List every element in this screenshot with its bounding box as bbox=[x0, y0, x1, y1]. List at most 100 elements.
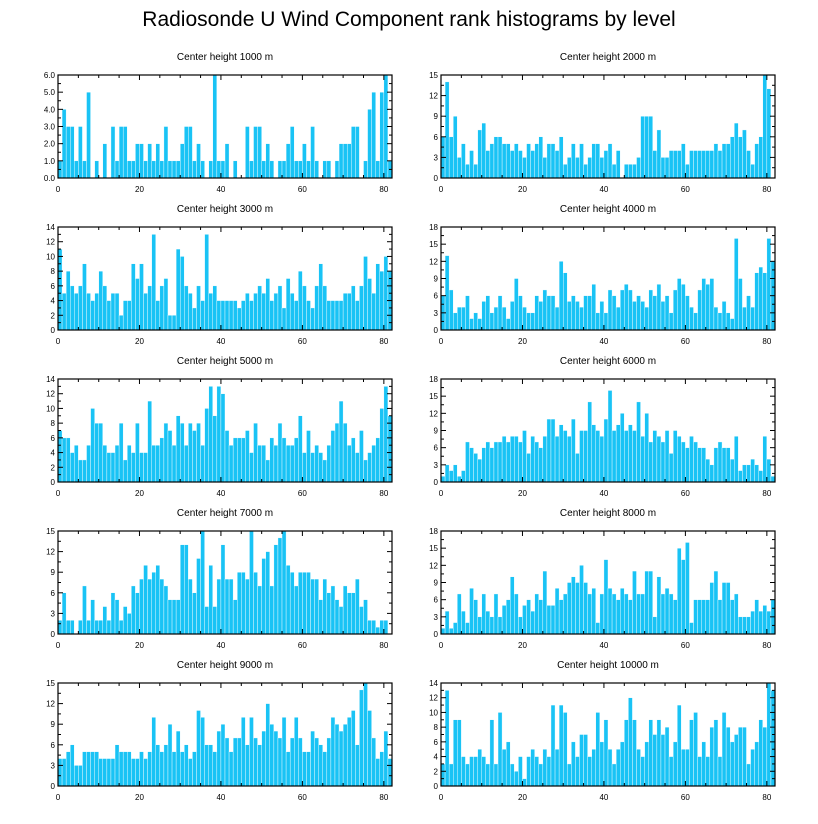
x-tick-label-p3: 40 bbox=[599, 337, 608, 346]
bar-p7-5 bbox=[461, 610, 466, 635]
bar-p1-51 bbox=[648, 115, 653, 179]
bar-p1-69 bbox=[721, 143, 727, 179]
x-tick-label-p3: 0 bbox=[439, 337, 444, 346]
bar-p2-74 bbox=[359, 285, 364, 331]
y-tick-label-p7: 12 bbox=[429, 561, 438, 570]
bar-p8-12 bbox=[106, 758, 112, 787]
bar-p6-58 bbox=[294, 585, 299, 635]
x-tick-label-p7: 0 bbox=[439, 641, 444, 650]
y-tick-label-p0: 4.0 bbox=[44, 105, 56, 114]
bar-p5-65 bbox=[705, 458, 711, 483]
bar-p6-3 bbox=[70, 620, 75, 635]
chart-panel-5000m: Center height 5000 m 0 20 40 60 80 0 2 4 6 8 10 12… bbox=[46, 356, 393, 498]
bar-p1-54 bbox=[660, 157, 666, 179]
x-tick-labels-6000m: 0 20 40 60 80 bbox=[439, 489, 772, 498]
bar-p9-6 bbox=[465, 763, 470, 787]
bar-p1-2 bbox=[448, 136, 454, 179]
bar-p8-81 bbox=[387, 758, 393, 787]
y-tick-label-p4: 6 bbox=[51, 434, 56, 443]
x-tick-label-p1: 20 bbox=[518, 185, 527, 194]
bar-p5-27 bbox=[550, 418, 556, 483]
bar-p9-22 bbox=[530, 749, 535, 787]
bar-p8-37 bbox=[208, 744, 213, 787]
bar-p8-75 bbox=[363, 682, 368, 787]
bar-p1-13 bbox=[493, 136, 499, 179]
bar-p1-28 bbox=[554, 150, 560, 179]
x-tick-label-p3: 80 bbox=[762, 337, 771, 346]
bar-p8-65 bbox=[322, 751, 328, 787]
bar-p8-33 bbox=[192, 751, 197, 787]
bar-p1-24 bbox=[538, 136, 544, 179]
bar-p5-7 bbox=[469, 447, 474, 483]
y-tick-label-p2: 8 bbox=[51, 267, 56, 276]
bar-p4-59 bbox=[298, 415, 303, 483]
bar-p8-30 bbox=[179, 751, 185, 787]
bar-p8-22 bbox=[147, 751, 152, 787]
bar-p2-57 bbox=[289, 293, 295, 331]
bar-p9-30 bbox=[563, 712, 568, 787]
bar-p8-29 bbox=[175, 730, 181, 787]
bar-p7-10 bbox=[481, 593, 487, 635]
bar-p4-70 bbox=[342, 422, 348, 483]
bar-p2-23 bbox=[151, 234, 156, 331]
y-tick-labels-8000m: 0 3 6 9 12 15 18 bbox=[429, 527, 438, 639]
bar-p4-5 bbox=[78, 459, 83, 483]
bar-p6-41 bbox=[224, 578, 230, 635]
bar-p4-60 bbox=[302, 452, 307, 483]
bar-p5-2 bbox=[448, 470, 454, 483]
bar-p1-75 bbox=[746, 150, 751, 179]
bar-p4-40 bbox=[220, 393, 226, 483]
bar-p6-52 bbox=[269, 585, 275, 635]
x-tick-label-p5: 60 bbox=[681, 489, 690, 498]
bar-p7-39 bbox=[599, 593, 605, 635]
bar-p1-6 bbox=[465, 164, 470, 179]
bar-p7-31 bbox=[567, 582, 572, 635]
bar-p9-7 bbox=[469, 756, 474, 787]
bar-p2-6 bbox=[82, 263, 87, 331]
bar-p1-32 bbox=[571, 143, 576, 179]
axes-5000m bbox=[57, 378, 393, 483]
bar-p7-38 bbox=[595, 622, 601, 635]
x-tick-label-p8: 40 bbox=[216, 793, 225, 802]
bar-p8-4 bbox=[74, 765, 79, 787]
bar-p1-74 bbox=[742, 129, 747, 179]
x-tick-label-p9: 0 bbox=[439, 793, 444, 802]
bar-p2-26 bbox=[163, 278, 169, 331]
x-tick-label-p1: 60 bbox=[681, 185, 690, 194]
bar-p0-65 bbox=[322, 160, 328, 179]
y-tick-label-p6: 9 bbox=[51, 568, 56, 577]
bar-p0-43 bbox=[232, 160, 238, 179]
bar-p5-20 bbox=[522, 430, 527, 483]
bar-p8-59 bbox=[298, 737, 303, 787]
x-tick-label-p1: 80 bbox=[762, 185, 771, 194]
bar-p1-47 bbox=[632, 164, 637, 179]
bar-p3-3 bbox=[453, 312, 458, 331]
bar-p5-35 bbox=[583, 430, 588, 483]
bar-p6-38 bbox=[212, 606, 218, 635]
bar-p6-25 bbox=[159, 578, 165, 635]
bar-p0-35 bbox=[200, 160, 205, 179]
bar-p7-68 bbox=[717, 599, 723, 635]
bar-p1-25 bbox=[542, 157, 548, 179]
bar-p6-67 bbox=[330, 585, 336, 635]
y-tick-label-p2: 0 bbox=[51, 326, 56, 335]
bar-p7-48 bbox=[636, 593, 641, 635]
y-tick-label-p3: 12 bbox=[429, 257, 438, 266]
bar-p2-8 bbox=[90, 300, 95, 331]
bar-p5-49 bbox=[640, 436, 645, 483]
bar-p4-38 bbox=[212, 415, 218, 483]
chart-panel-2000m: Center height 2000 m 0 20 40 60 80 0 3 6 9 12 15 bbox=[429, 52, 776, 194]
bar-p9-47 bbox=[632, 719, 637, 787]
bar-p3-7 bbox=[469, 318, 474, 331]
bar-p9-70 bbox=[725, 726, 731, 787]
bar-p2-77 bbox=[371, 293, 376, 331]
bar-p6-47 bbox=[249, 530, 254, 635]
bar-p4-36 bbox=[204, 408, 209, 483]
bar-p1-76 bbox=[750, 164, 755, 179]
y-tick-label-p1: 12 bbox=[429, 92, 438, 101]
bar-p1-65 bbox=[705, 150, 711, 179]
bar-p5-46 bbox=[628, 424, 633, 483]
axes-9000m bbox=[57, 682, 393, 787]
bar-p5-58 bbox=[677, 436, 682, 483]
bar-p4-4 bbox=[74, 445, 79, 483]
